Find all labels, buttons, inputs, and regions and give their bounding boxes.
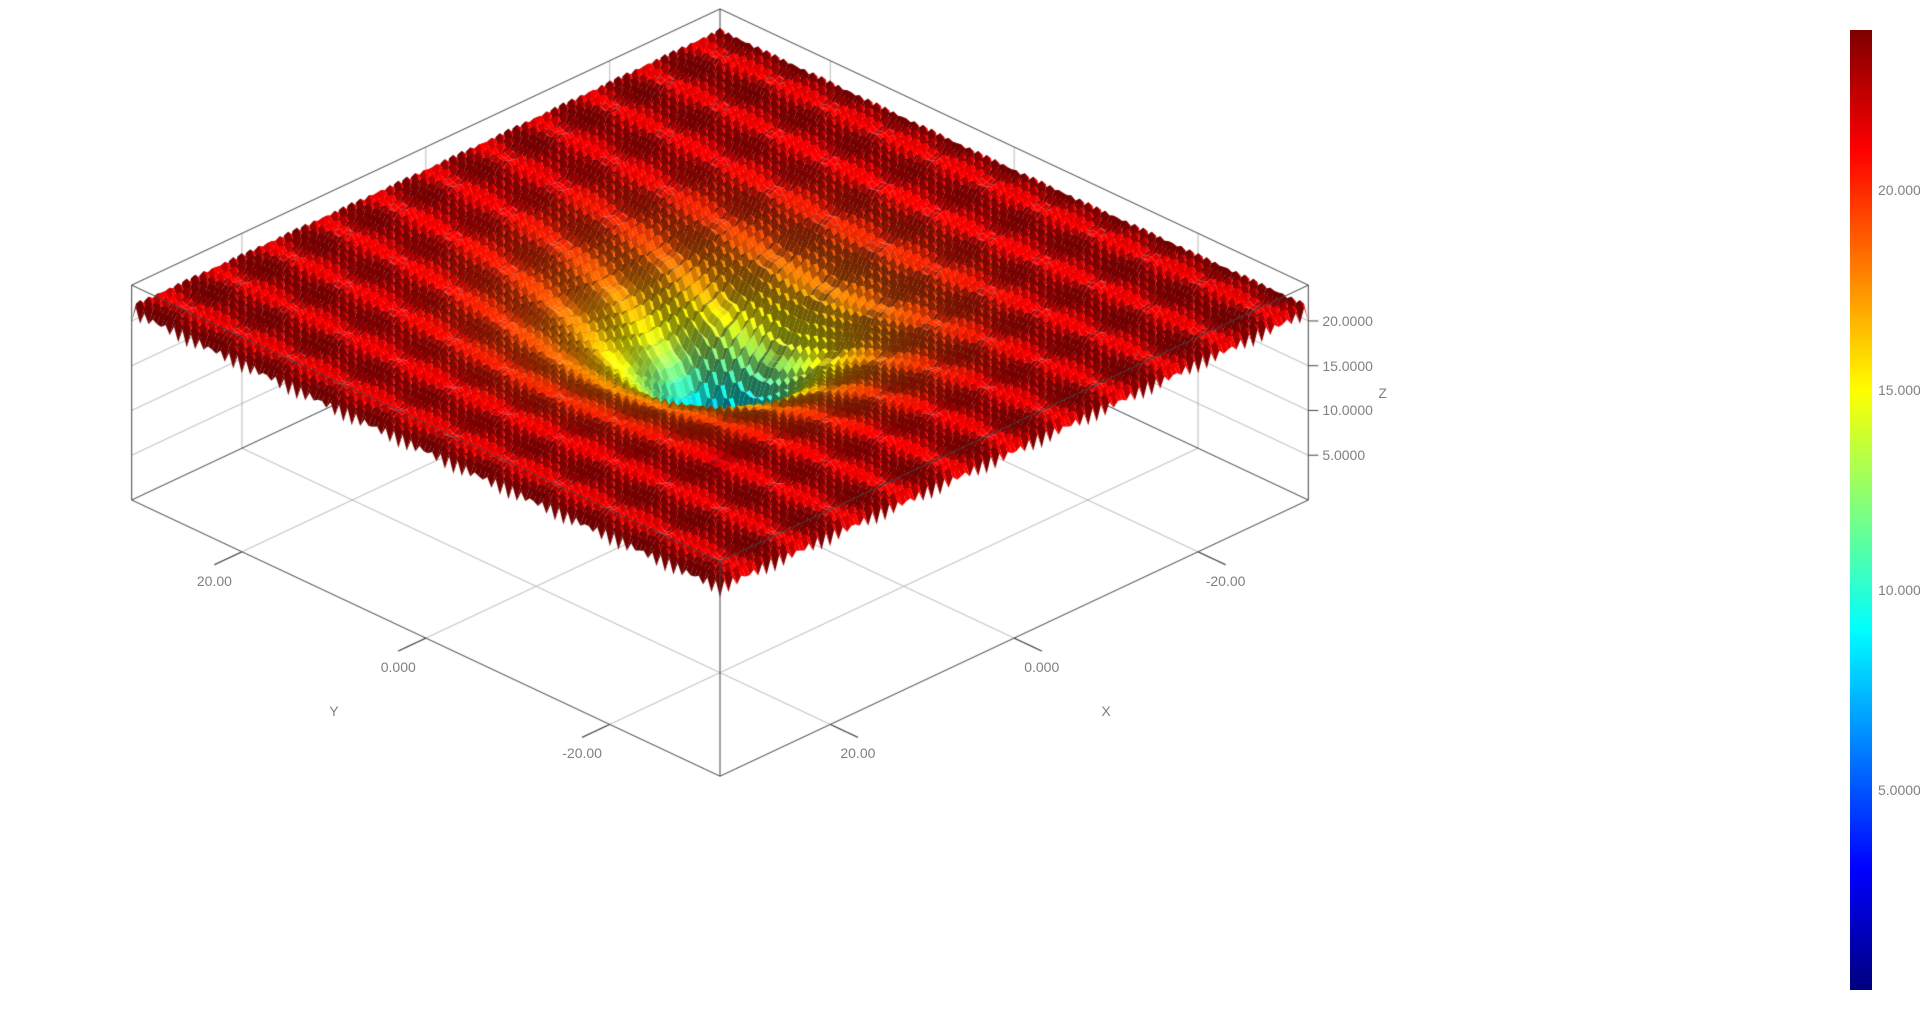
x-axis-label: X bbox=[1101, 703, 1110, 719]
y-tick-label: -20.00 bbox=[562, 745, 602, 761]
plot-stage: -20.00 0.000 20.00 X -20.00 0.000 20.00 Y 5.0000… bbox=[0, 0, 1920, 1032]
z-tick-label: 5.0000 bbox=[1322, 447, 1365, 463]
colorbar bbox=[1850, 30, 1872, 990]
colorbar-tick-label: 5.0000 bbox=[1878, 782, 1920, 798]
z-tick-label: 20.0000 bbox=[1322, 313, 1373, 329]
colorbar-tick-label: 20.0000 bbox=[1878, 182, 1920, 198]
z-tick-label: 10.0000 bbox=[1322, 402, 1373, 418]
colorbar-tick-label: 15.0000 bbox=[1878, 382, 1920, 398]
z-axis-label: Z bbox=[1378, 385, 1387, 401]
y-tick-label: 0.000 bbox=[381, 659, 416, 675]
surface-plot-canvas bbox=[0, 0, 1920, 1032]
colorbar-tick-label: 10.0000 bbox=[1878, 582, 1920, 598]
y-axis-label: Y bbox=[329, 703, 338, 719]
x-tick-label: 0.000 bbox=[1024, 659, 1059, 675]
z-tick-label: 15.0000 bbox=[1322, 358, 1373, 374]
y-tick-label: 20.00 bbox=[197, 573, 232, 589]
x-tick-label: -20.00 bbox=[1206, 573, 1246, 589]
x-tick-label: 20.00 bbox=[840, 745, 875, 761]
